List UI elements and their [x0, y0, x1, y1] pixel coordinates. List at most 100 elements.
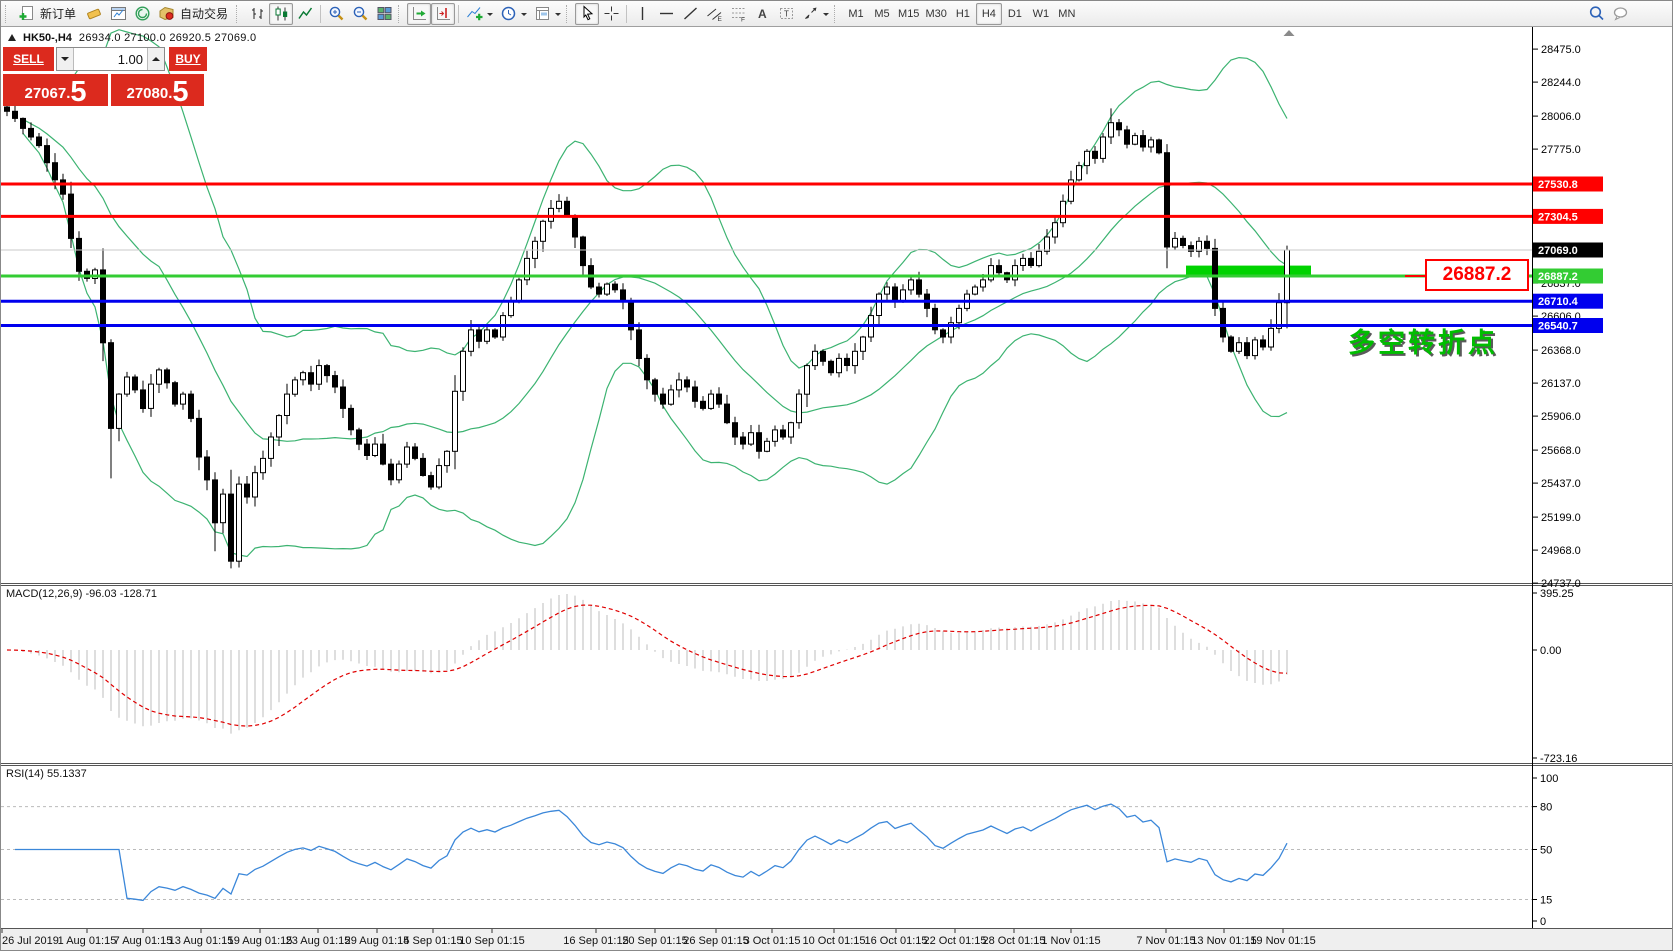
svg-text:0: 0	[1540, 916, 1546, 928]
bar-chart-icon	[248, 5, 266, 23]
svg-text:-723.16: -723.16	[1540, 753, 1577, 765]
indicators-button[interactable]	[462, 3, 496, 25]
chart-shift-button[interactable]	[431, 2, 456, 25]
chat-icon	[1611, 5, 1629, 23]
text-label-icon: T	[777, 5, 795, 23]
chart-shift-icon	[434, 5, 452, 23]
timeframe-m1-button[interactable]: M1	[843, 3, 869, 25]
crosshair-button[interactable]	[599, 3, 623, 25]
rsi-indicator-label: RSI(14) 55.1337	[6, 768, 87, 780]
timeframe-h4-button[interactable]: H4	[975, 2, 1002, 25]
svg-text:26540.7: 26540.7	[1538, 321, 1578, 333]
text-label-button[interactable]: T	[774, 3, 798, 25]
crosshair-icon	[602, 5, 620, 23]
svg-text:7 Aug 01:15: 7 Aug 01:15	[114, 935, 173, 947]
text-tool-button[interactable]: A	[750, 3, 774, 25]
eraser-button[interactable]	[82, 3, 106, 25]
sell-price-main: 27067.	[24, 85, 71, 102]
svg-text:15: 15	[1540, 895, 1552, 907]
zoom-out-button[interactable]	[348, 3, 372, 25]
zoom-in-button[interactable]	[324, 3, 348, 25]
toolbar-grip[interactable]	[566, 4, 571, 23]
community-button[interactable]	[130, 3, 154, 25]
chart-window-button[interactable]	[106, 3, 130, 25]
candlestick-chart-button[interactable]	[269, 2, 294, 25]
collapse-panel-triangle-icon[interactable]	[8, 30, 16, 41]
svg-text:27304.5: 27304.5	[1538, 211, 1578, 223]
buy-price-main: 27080.	[126, 85, 173, 102]
dropdown-caret-icon	[555, 13, 562, 19]
svg-text:25199.0: 25199.0	[1541, 512, 1581, 524]
new-order-icon	[17, 5, 35, 23]
horizontal-line-button[interactable]	[654, 3, 678, 25]
periods-button[interactable]	[496, 3, 530, 25]
toolbar-grip[interactable]	[398, 4, 403, 23]
auto-trading-icon	[157, 5, 175, 23]
toolbar-grip[interactable]	[834, 4, 839, 23]
price-chart-canvas[interactable]: 28475.028244.028006.027775.026837.026606…	[1, 27, 1673, 951]
chat-button[interactable]	[1608, 3, 1632, 25]
svg-text:29 Aug 01:15: 29 Aug 01:15	[345, 935, 410, 947]
svg-text:T: T	[784, 10, 789, 19]
timeframe-d1-button[interactable]: D1	[1002, 3, 1028, 25]
auto-trading-button[interactable]: 自动交易	[154, 3, 234, 25]
buy-price-pips: 5	[172, 76, 189, 109]
volume-increase-button[interactable]	[147, 48, 164, 70]
line-chart-icon	[296, 5, 314, 23]
svg-text:7 Nov 01:15: 7 Nov 01:15	[1136, 935, 1195, 947]
horizontal-line-icon	[657, 5, 675, 23]
timeframe-h1-button[interactable]: H1	[950, 3, 976, 25]
level-annotation-box[interactable]: 26887.2	[1425, 259, 1529, 291]
search-button[interactable]	[1584, 3, 1608, 25]
sell-button[interactable]: SELL	[3, 47, 54, 71]
line-chart-button[interactable]	[293, 3, 317, 25]
sell-price-box[interactable]: 27067. 5	[3, 74, 108, 107]
buy-button[interactable]: BUY	[169, 47, 207, 71]
toolbar-grip[interactable]	[5, 4, 10, 23]
dropdown-caret-icon	[823, 13, 830, 19]
equidistant-channel-button[interactable]: E	[702, 3, 726, 25]
bar-chart-button[interactable]	[245, 3, 269, 25]
trendline-button[interactable]	[678, 3, 702, 25]
auto-scroll-button[interactable]	[407, 2, 432, 25]
timeframe-m30-button[interactable]: M30	[922, 3, 949, 25]
cursor-button[interactable]	[575, 2, 600, 25]
timeframe-m5-button[interactable]: M5	[869, 3, 895, 25]
templates-icon	[533, 5, 551, 23]
svg-text:50: 50	[1540, 845, 1552, 857]
svg-text:26887.2: 26887.2	[1538, 271, 1578, 283]
toolbar-separator	[458, 4, 460, 23]
arrows-tool-icon	[801, 5, 819, 23]
fibonacci-button[interactable]: F	[726, 3, 750, 25]
timeframe-m15-button[interactable]: M15	[895, 3, 922, 25]
volume-spinner	[56, 47, 165, 71]
svg-text:100: 100	[1540, 773, 1558, 785]
volume-input[interactable]	[74, 48, 147, 70]
volume-decrease-button[interactable]	[57, 48, 74, 70]
svg-text:28 Oct 01:15: 28 Oct 01:15	[983, 935, 1046, 947]
vertical-line-button[interactable]	[630, 3, 654, 25]
svg-text:26 Jul 2019: 26 Jul 2019	[2, 935, 59, 947]
timeframe-w1-button[interactable]: W1	[1028, 3, 1054, 25]
svg-text:26137.0: 26137.0	[1541, 378, 1581, 390]
eraser-icon	[85, 5, 103, 23]
text-tool-icon: A	[753, 5, 771, 23]
chinese-note-annotation[interactable]: 多空转折点	[1348, 328, 1498, 358]
equidistant-channel-icon: E	[705, 5, 723, 23]
dropdown-caret-icon	[487, 13, 494, 19]
toolbar-separator	[626, 4, 628, 23]
svg-text:E: E	[717, 16, 722, 22]
templates-button[interactable]	[530, 3, 564, 25]
community-icon	[133, 5, 151, 23]
svg-text:25668.0: 25668.0	[1541, 445, 1581, 457]
timeframe-mn-button[interactable]: MN	[1054, 3, 1080, 25]
svg-text:24968.0: 24968.0	[1541, 545, 1581, 557]
tile-windows-button[interactable]	[372, 3, 396, 25]
new-order-button[interactable]: 新订单	[14, 3, 82, 25]
svg-text:25437.0: 25437.0	[1541, 478, 1581, 490]
arrows-tool-button[interactable]	[798, 3, 832, 25]
svg-text:F: F	[741, 17, 745, 23]
buy-price-box[interactable]: 27080. 5	[111, 74, 204, 109]
svg-text:1 Nov 01:15: 1 Nov 01:15	[1041, 935, 1100, 947]
toolbar-grip[interactable]	[236, 4, 241, 23]
